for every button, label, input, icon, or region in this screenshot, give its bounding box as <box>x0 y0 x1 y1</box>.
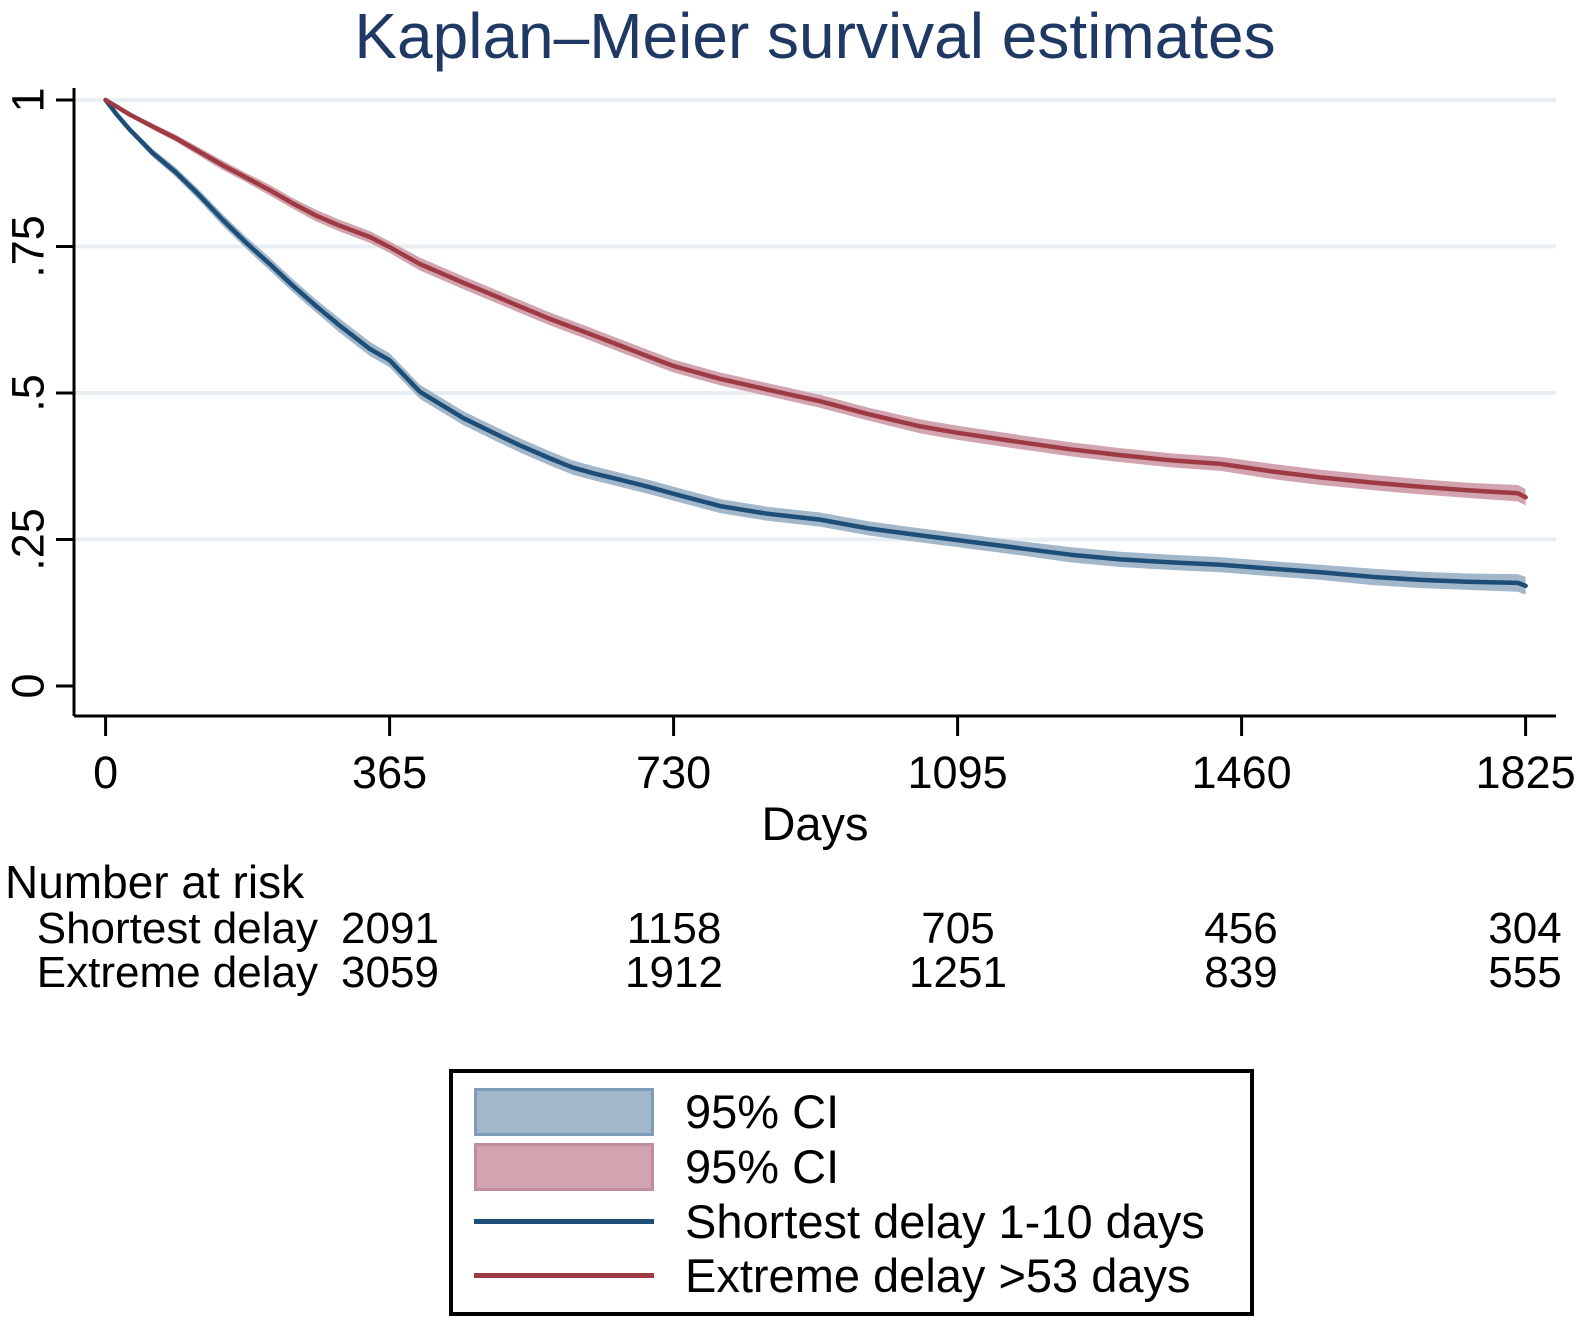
y-tick-label: .5 <box>3 374 54 412</box>
ci-band-swatch-blue <box>474 1088 654 1136</box>
x-tick-label: 730 <box>636 747 711 798</box>
legend-label-extreme: Extreme delay >53 days <box>685 1249 1191 1302</box>
risk-row-label-extreme: Extreme delay <box>36 948 318 997</box>
km-plot-canvas: 0 .25 .5 .75 1 0 365 730 1095 1460 1825 Days <box>3 87 1576 850</box>
risk-row-label-shortest: Shortest delay <box>36 904 318 953</box>
y-tick-label: .75 <box>3 215 54 278</box>
y-tick-label: 0 <box>3 673 54 698</box>
risk-count: 555 <box>1488 948 1562 997</box>
risk-count: 705 <box>921 904 995 953</box>
legend-box: 95% CI 95% CI Shortest delay 1-10 days E… <box>449 1069 1254 1316</box>
risk-count: 1912 <box>625 948 723 997</box>
risk-count: 456 <box>1204 904 1278 953</box>
x-tick-label: 0 <box>93 747 118 798</box>
y-tick-label: 1 <box>3 87 54 112</box>
risk-count: 839 <box>1204 948 1278 997</box>
risk-count: 2091 <box>341 904 439 953</box>
ci-band-swatch-red <box>474 1143 654 1191</box>
survival-curve-extreme <box>103 97 1528 500</box>
risk-table-heading: Number at risk <box>5 856 305 908</box>
x-tick-label: 365 <box>352 747 427 798</box>
risk-count: 1158 <box>626 904 722 953</box>
risk-count: 1251 <box>909 948 1007 997</box>
y-tick-label: .25 <box>3 508 54 571</box>
legend-label-ci-blue: 95% CI <box>685 1085 840 1138</box>
legend-label-ci-red: 95% CI <box>685 1140 840 1193</box>
x-tick-label: 1095 <box>908 747 1008 798</box>
line-sample-blue <box>474 1219 654 1224</box>
x-tick-label: 1460 <box>1192 747 1292 798</box>
legend-label-shortest: Shortest delay 1-10 days <box>685 1195 1205 1248</box>
x-tick-label: 1825 <box>1476 747 1576 798</box>
line-sample-red <box>474 1273 654 1278</box>
risk-count: 304 <box>1488 904 1562 953</box>
risk-count: 3059 <box>341 948 439 997</box>
x-axis-title: Days <box>761 797 868 850</box>
chart-title: Kaplan–Meier survival estimates <box>354 0 1276 72</box>
survival-curve-shortest <box>103 97 1528 589</box>
